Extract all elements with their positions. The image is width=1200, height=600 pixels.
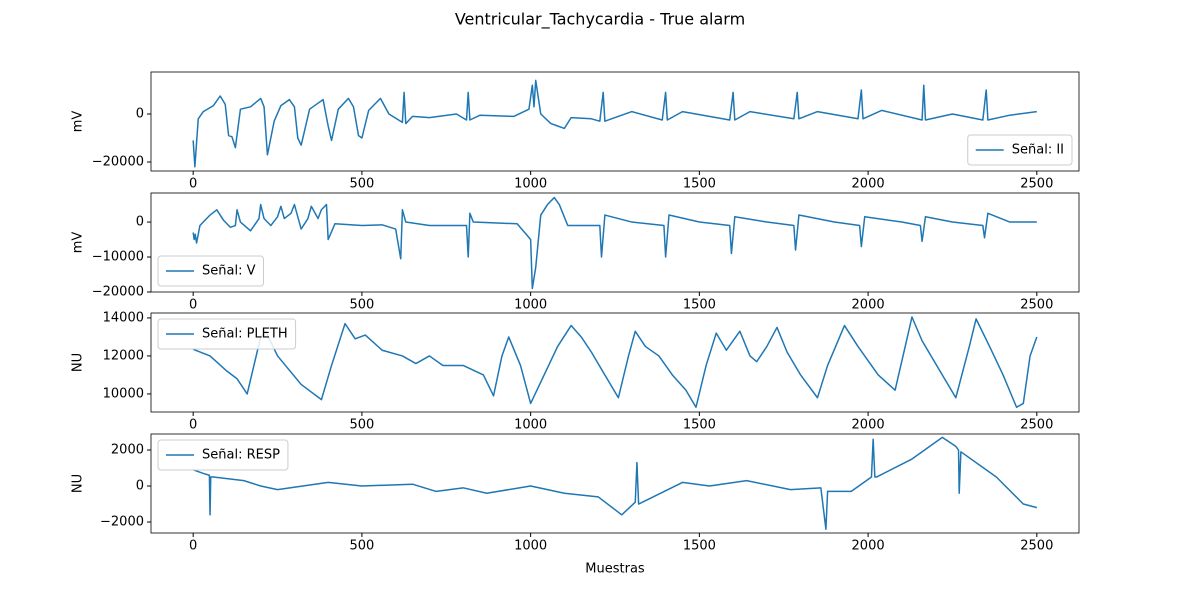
signal-line: [192, 79, 1037, 168]
legend: Señal: II: [967, 134, 1073, 166]
legend-label: Señal: II: [1012, 143, 1064, 158]
y-tick-label: −10000: [92, 250, 144, 265]
x-tick-label: 2500: [1020, 539, 1053, 554]
legend-label: Señal: V: [202, 264, 256, 279]
x-tick-label: 0: [189, 177, 197, 192]
x-tick-label: 1500: [683, 298, 716, 313]
axes-frame: [150, 312, 1080, 413]
signal-line: [192, 436, 1038, 530]
x-tick-label: 1000: [514, 418, 547, 433]
y-axis-label: NU: [71, 353, 86, 372]
y-tick-label: −2000: [100, 515, 144, 530]
x-tick-label: 2000: [852, 177, 885, 192]
x-tick-label: 500: [349, 177, 374, 192]
y-tick-label: 12000: [103, 348, 144, 363]
x-tick-label: 2000: [852, 298, 885, 313]
x-tick-label: 2500: [1020, 177, 1053, 192]
y-tick-label: 0: [136, 479, 144, 494]
x-tick-label: 0: [189, 418, 197, 433]
legend: Señal: RESP: [157, 439, 289, 471]
x-tick-label: 500: [349, 539, 374, 554]
axes-frame: [150, 192, 1080, 293]
y-tick-label: 0: [136, 215, 144, 230]
axes-frame: [150, 433, 1080, 534]
x-tick-label: 0: [189, 298, 197, 313]
legend: Señal: PLETH: [157, 318, 297, 350]
legend-box: [157, 255, 264, 287]
legend-box: [157, 439, 289, 471]
signal-line: [192, 196, 1037, 290]
figure-title: Ventricular_Tachycardia - True alarm: [455, 10, 745, 30]
y-tick-label: 10000: [103, 386, 144, 401]
y-tick-label: 0: [136, 107, 144, 122]
x-tick-label: 500: [349, 298, 374, 313]
x-tick-label: 1000: [514, 298, 547, 313]
x-tick-label: 1500: [683, 418, 716, 433]
y-axis-label: NU: [71, 474, 86, 493]
y-tick-label: 14000: [103, 310, 144, 325]
x-tick-label: 1500: [683, 177, 716, 192]
legend-label: Señal: RESP: [202, 448, 280, 463]
y-axis-label: mV: [71, 111, 86, 133]
x-tick-label: 1500: [683, 539, 716, 554]
y-axis-label: mV: [71, 232, 86, 254]
x-tick-label: 500: [349, 418, 374, 433]
x-tick-label: 0: [189, 539, 197, 554]
legend: Señal: V: [157, 255, 264, 287]
x-tick-label: 1000: [514, 177, 547, 192]
legend-label: Señal: PLETH: [202, 327, 288, 342]
x-tick-label: 1000: [514, 539, 547, 554]
legend-box: [157, 318, 297, 350]
y-tick-label: −20000: [92, 285, 144, 300]
y-tick-label: 2000: [111, 443, 144, 458]
x-tick-label: 2500: [1020, 418, 1053, 433]
x-tick-label: 2000: [852, 418, 885, 433]
axes-frame: [150, 71, 1080, 172]
y-tick-label: −20000: [92, 155, 144, 170]
x-axis-label: Muestras: [585, 562, 645, 577]
x-tick-label: 2000: [852, 539, 885, 554]
x-tick-label: 2500: [1020, 298, 1053, 313]
signal-line: [192, 316, 1038, 408]
legend-box: [967, 134, 1073, 166]
